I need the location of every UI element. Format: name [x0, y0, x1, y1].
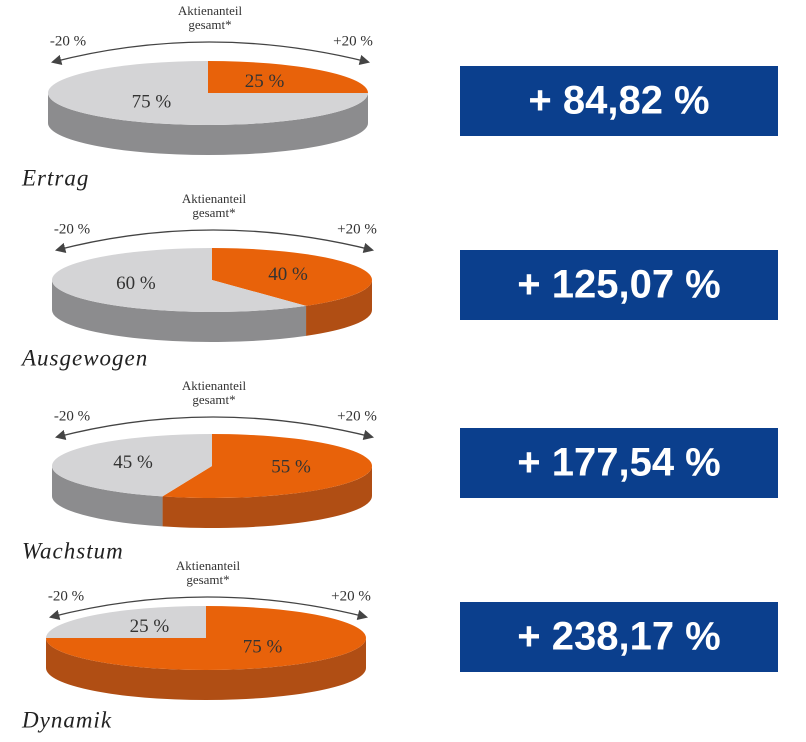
annotation: Aktienanteil — [182, 378, 247, 393]
pie-slice — [162, 434, 373, 498]
annotation: -20 % — [48, 588, 84, 604]
annotation: +20 % — [331, 588, 371, 604]
result-value: + 238,17 % — [517, 615, 721, 659]
pie-side — [46, 638, 366, 700]
pie-title: Ertrag — [21, 165, 89, 190]
value-label: 60 % — [116, 273, 156, 294]
annotation: gesamt* — [192, 392, 235, 407]
annotation: +20 % — [337, 221, 377, 237]
pie-slice — [52, 434, 212, 497]
pie-side — [306, 280, 372, 336]
annotation: Aktienanteil — [178, 3, 243, 18]
annotation: gesamt* — [186, 572, 229, 587]
annotation: gesamt* — [192, 205, 235, 220]
pie-slice — [212, 248, 372, 306]
result-box — [460, 66, 778, 136]
arrow — [48, 596, 369, 621]
pie-slice — [208, 61, 368, 93]
pie-slice — [52, 248, 307, 312]
value-label: 25 % — [130, 616, 170, 637]
annotation: Aktienanteil — [182, 191, 247, 206]
arrow — [54, 416, 375, 441]
result-value: + 177,54 % — [517, 441, 721, 485]
annotation: +20 % — [333, 33, 373, 49]
pie-side — [48, 93, 368, 155]
pie-slice — [48, 61, 368, 125]
pie-side — [52, 280, 307, 342]
pie-title: Ausgewogen — [20, 345, 148, 370]
value-label: 75 % — [243, 637, 283, 658]
value-label: 55 % — [271, 457, 311, 478]
result-box — [460, 250, 778, 320]
pie-title: Wachstum — [22, 538, 124, 563]
annotation: -20 % — [54, 221, 90, 237]
result-box — [460, 428, 778, 498]
value-label: 45 % — [113, 452, 153, 473]
value-label: 25 % — [245, 71, 285, 92]
result-value: + 84,82 % — [528, 79, 709, 123]
value-label: 75 % — [132, 92, 172, 113]
pie-side — [162, 466, 372, 529]
pie-title: Dynamik — [21, 707, 112, 732]
arrow — [50, 41, 371, 66]
annotation: -20 % — [54, 408, 90, 424]
value-label: 40 % — [268, 264, 308, 285]
pie-side — [52, 466, 163, 527]
result-value: + 125,07 % — [517, 263, 721, 307]
annotation: Aktienanteil — [176, 558, 241, 573]
annotation: gesamt* — [188, 17, 231, 32]
annotation: +20 % — [337, 408, 377, 424]
result-box — [460, 602, 778, 672]
annotation: -20 % — [50, 33, 86, 49]
arrow — [54, 229, 375, 254]
pie-slice — [46, 606, 206, 638]
